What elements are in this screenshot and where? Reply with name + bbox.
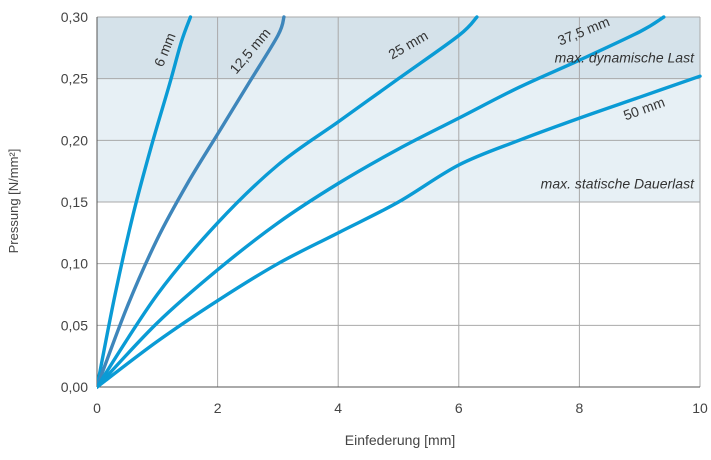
x-tick-label: 4: [334, 400, 342, 416]
series-line-0: [97, 15, 193, 389]
x-tick-label: 10: [692, 400, 708, 416]
y-tick-label: 0,20: [61, 132, 88, 148]
y-axis-label: Pressung [N/mm²]: [6, 149, 21, 254]
x-axis-label: Einfederung [mm]: [345, 432, 456, 448]
x-tick-label: 6: [455, 400, 463, 416]
axes: 0 2 4 6 8 10 0,00 0,05 0,10 0,15 0,20 0,25 0,30: [61, 9, 708, 416]
series-line-2: [97, 15, 479, 389]
x-tick-label: 8: [576, 400, 584, 416]
series-lines: [97, 15, 702, 389]
series-line-1: [97, 15, 286, 389]
y-tick-label: 0,30: [61, 9, 88, 25]
y-tick-label: 0,05: [61, 317, 88, 333]
band-label: max. dynamische Last: [555, 50, 695, 66]
y-tick-label: 0,25: [61, 71, 88, 87]
x-tick-label: 2: [214, 400, 222, 416]
x-tick-label: 0: [93, 400, 101, 416]
y-tick-label: 0,15: [61, 194, 88, 210]
y-tick-label: 0,00: [61, 379, 88, 395]
y-tick-label: 0,10: [61, 256, 88, 272]
load-band-0: [97, 17, 700, 79]
series-line-3: [97, 15, 666, 389]
band-label: max. statische Dauerlast: [541, 175, 695, 191]
series-line-4: [97, 74, 702, 389]
